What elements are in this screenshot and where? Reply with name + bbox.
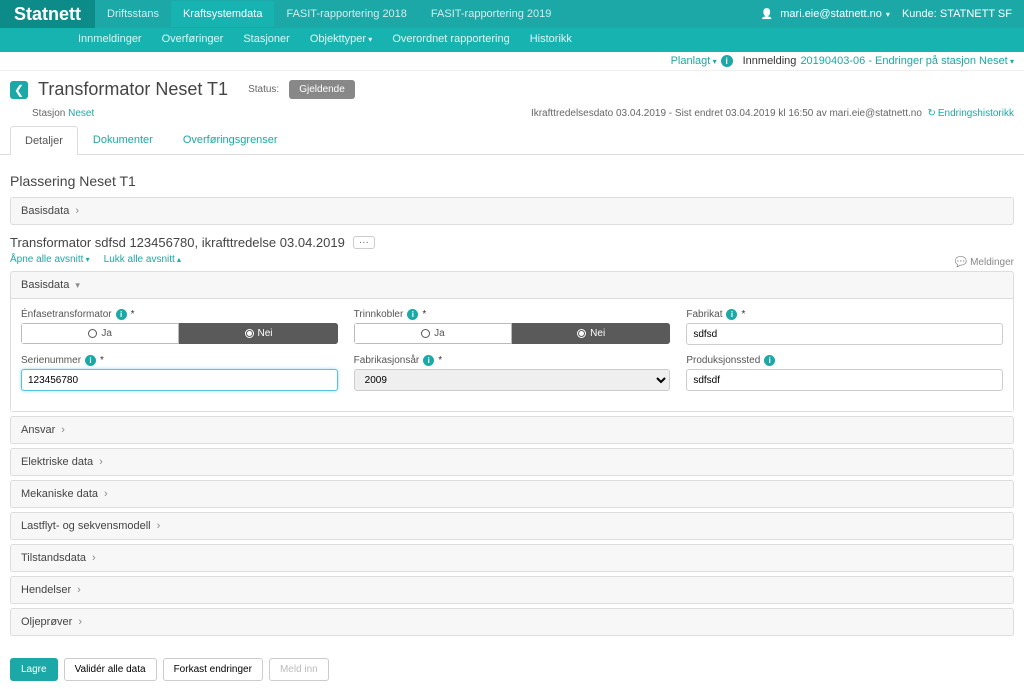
kunde-info: Kunde: STATNETT SF	[902, 8, 1012, 20]
info-icon[interactable]: i	[726, 309, 737, 320]
fabrikasjonsar-select[interactable]: 2009	[354, 369, 671, 391]
trinnkobler-ja[interactable]: Ja	[354, 323, 512, 344]
nav-kraftsystemdata[interactable]: Kraftsystemdata	[171, 1, 274, 27]
tab-overforingsgrenser[interactable]: Overføringsgrenser	[168, 125, 293, 154]
info-icon[interactable]: i	[85, 355, 96, 366]
audit-history-link[interactable]: Endringshistorikk	[927, 108, 1014, 119]
speech-icon	[955, 257, 967, 268]
open-all-link[interactable]: Åpne alle avsnitt	[10, 254, 90, 265]
panel-mekaniske[interactable]: Mekaniske data	[11, 481, 1013, 507]
user-email: mari.eie@statnett.no	[780, 8, 882, 20]
nav-fasit-2018[interactable]: FASIT-rapportering 2018	[274, 1, 418, 27]
transformator-subtitle: Transformator sdfsd 123456780, ikrafttre…	[10, 235, 345, 250]
subnav-overforinger[interactable]: Overføringer	[152, 28, 234, 52]
tab-dokumenter[interactable]: Dokumenter	[78, 125, 168, 154]
close-all-link[interactable]: Lukk alle avsnitt	[104, 254, 181, 265]
info-icon[interactable]: i	[423, 355, 434, 366]
panel-tilstand[interactable]: Tilstandsdata	[11, 545, 1013, 571]
serienummer-input[interactable]	[21, 369, 338, 391]
page-title: Transformator Neset T1	[38, 79, 228, 100]
info-icon[interactable]: i	[116, 309, 127, 320]
breadcrumb-link[interactable]: Neset	[68, 108, 94, 119]
chevron-icon	[77, 584, 81, 596]
planlagt-dropdown[interactable]: Planlagt	[671, 55, 717, 67]
lagre-button[interactable]: Lagre	[10, 658, 58, 681]
panel-oljeprover[interactable]: Oljeprøver	[11, 609, 1013, 635]
innmelding-label: Innmelding	[743, 55, 797, 67]
chevron-icon	[104, 488, 108, 500]
ellipsis-button[interactable]: ···	[353, 236, 375, 249]
label-fabrikasjonsar: Fabrikasjonsåri*	[354, 355, 671, 366]
produksjonssted-input[interactable]	[686, 369, 1003, 391]
panel-elektriske[interactable]: Elektriske data	[11, 449, 1013, 475]
label-enfase: Énfasetransformatori*	[21, 309, 338, 320]
status-badge: Gjeldende	[289, 80, 355, 99]
label-fabrikat: Fabrikati*	[686, 309, 1003, 320]
enfase-toggle[interactable]: Ja Nei	[21, 323, 338, 344]
audit-info: Ikrafttredelsesdato 03.04.2019 - Sist en…	[521, 108, 1024, 125]
subnav-objekttyper[interactable]: Objekttyper	[300, 28, 383, 52]
info-icon[interactable]: i	[721, 55, 733, 67]
meldinn-button: Meld inn	[269, 658, 329, 681]
info-icon[interactable]: i	[764, 355, 775, 366]
fabrikat-input[interactable]	[686, 323, 1003, 345]
subnav-innmeldinger[interactable]: Innmeldinger	[68, 28, 152, 52]
status-label: Status:	[248, 84, 279, 95]
trinnkobler-toggle[interactable]: Ja Nei	[354, 323, 671, 344]
panel-basisdata-open[interactable]: Basisdata ▾	[11, 272, 1013, 298]
info-icon[interactable]: i	[407, 309, 418, 320]
chevron-icon	[157, 520, 161, 532]
chevron-icon	[99, 456, 103, 468]
user-menu[interactable]: mari.eie@statnett.no	[761, 8, 890, 20]
nav-fasit-2019[interactable]: FASIT-rapportering 2019	[419, 1, 563, 27]
chevron-icon	[75, 205, 79, 217]
forkast-button[interactable]: Forkast endringer	[163, 658, 263, 681]
chevron-icon	[61, 424, 65, 436]
enfase-nei[interactable]: Nei	[179, 323, 337, 344]
subnav-overordnet[interactable]: Overordnet rapportering	[382, 28, 519, 52]
panel-basisdata-1[interactable]: Basisdata	[11, 198, 1013, 224]
subnav-historikk[interactable]: Historikk	[520, 28, 582, 52]
label-produksjonssted: Produksjonsstedi	[686, 355, 1003, 366]
refresh-icon	[927, 108, 937, 119]
innmelding-link[interactable]: 20190403-06 - Endringer på stasjon Neset	[800, 55, 1014, 67]
label-trinnkobler: Trinnkobleri*	[354, 309, 671, 320]
panel-lastflyt[interactable]: Lastflyt- og sekvensmodell	[11, 513, 1013, 539]
chevron-icon	[78, 616, 82, 628]
meldinger-link[interactable]: Meldinger	[955, 257, 1014, 268]
user-icon	[761, 8, 776, 20]
label-serienummer: Serienummeri*	[21, 355, 338, 366]
brand-logo: Statnett	[0, 0, 95, 28]
valider-button[interactable]: Validér alle data	[64, 658, 157, 681]
section-plassering-title: Plassering Neset T1	[10, 173, 1014, 189]
trinnkobler-nei[interactable]: Nei	[512, 323, 670, 344]
nav-driftsstans[interactable]: Driftsstans	[95, 1, 171, 27]
tab-detaljer[interactable]: Detaljer	[10, 126, 78, 155]
chevron-icon	[92, 552, 96, 564]
breadcrumb: Stasjon Neset	[0, 108, 104, 125]
enfase-ja[interactable]: Ja	[21, 323, 179, 344]
back-button[interactable]: ❮	[10, 81, 28, 99]
panel-ansvar[interactable]: Ansvar	[11, 417, 1013, 443]
panel-hendelser[interactable]: Hendelser	[11, 577, 1013, 603]
subnav-stasjoner[interactable]: Stasjoner	[233, 28, 299, 52]
